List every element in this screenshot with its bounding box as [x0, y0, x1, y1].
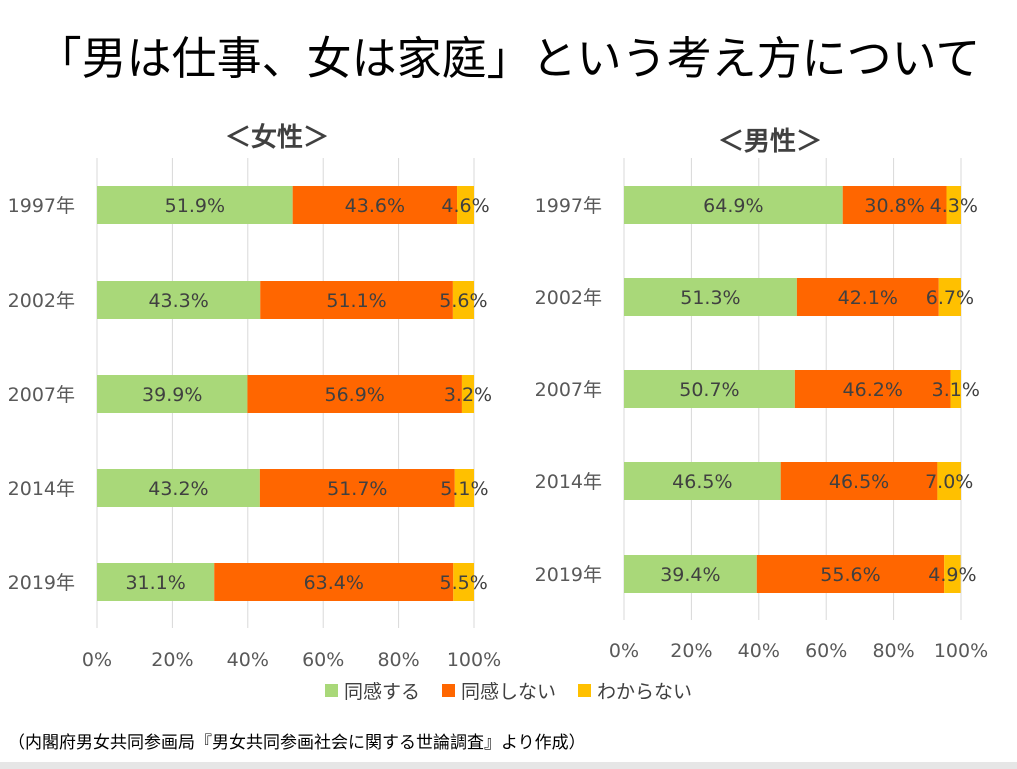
- bar-male-disagree-3: [780, 462, 938, 500]
- y-category-label-male-4: 2019年: [535, 564, 602, 586]
- data-label-female-disagree-4: 63.4%: [304, 572, 364, 594]
- page-title: 「男は仕事、女は家庭」という考え方について: [36, 32, 981, 85]
- bar-male-unknown-2: [950, 370, 961, 408]
- x-tick-label-male-1: 20%: [670, 640, 712, 662]
- legend-label-unknown: わからない: [597, 681, 693, 703]
- y-category-label-female-3: 2014年: [8, 478, 75, 500]
- y-category-label-female-0: 1997年: [8, 195, 75, 217]
- bar-female-disagree-3: [259, 469, 455, 507]
- data-label-female-agree-3: 43.2%: [148, 478, 208, 500]
- data-label-male-disagree-1: 42.1%: [838, 287, 898, 309]
- legend-swatch-unknown: [578, 684, 591, 697]
- x-tick-label-female-2: 40%: [227, 649, 269, 671]
- x-tick-label-female-4: 80%: [377, 649, 419, 671]
- x-tick-label-female-5: 100%: [447, 649, 501, 671]
- data-label-male-disagree-4: 55.6%: [820, 564, 880, 586]
- bar-male-agree-2: [624, 370, 795, 408]
- bar-female-disagree-0: [292, 186, 458, 224]
- data-label-male-unknown-0: 4.3%: [930, 195, 978, 217]
- y-category-label-male-3: 2014年: [535, 471, 602, 493]
- bottom-bar: [0, 762, 1017, 769]
- legend-item-unknown: わからない: [578, 677, 692, 704]
- data-label-female-unknown-0: 4.6%: [441, 195, 489, 217]
- bar-female-agree-1: [97, 281, 261, 319]
- x-tick-label-male-2: 40%: [738, 640, 780, 662]
- legend-swatch-disagree: [441, 684, 455, 697]
- data-label-male-agree-0: 64.9%: [703, 195, 763, 217]
- bar-female-agree-3: [97, 469, 260, 507]
- bar-female-agree-2: [97, 375, 248, 413]
- data-label-male-agree-2: 50.7%: [679, 379, 739, 401]
- y-category-label-female-1: 2002年: [8, 290, 75, 312]
- bar-male-disagree-0: [842, 186, 947, 224]
- data-label-female-agree-0: 51.9%: [165, 195, 225, 217]
- bar-male-unknown-0: [946, 186, 961, 224]
- legend: 同感する 同感しない わからない: [0, 677, 1017, 704]
- legend-label-disagree: 同感しない: [460, 681, 556, 703]
- data-label-female-disagree-3: 51.7%: [327, 478, 387, 500]
- data-label-female-unknown-3: 5.1%: [440, 478, 488, 500]
- data-label-female-disagree-2: 56.9%: [324, 384, 384, 406]
- bar-male-agree-3: [624, 462, 781, 500]
- data-label-male-unknown-2: 3.1%: [932, 379, 980, 401]
- data-label-male-unknown-4: 4.9%: [928, 564, 976, 586]
- data-label-male-disagree-2: 46.2%: [843, 379, 903, 401]
- y-category-label-female-2: 2007年: [8, 384, 75, 406]
- bar-female-unknown-4: [453, 563, 474, 601]
- x-tick-label-male-4: 80%: [872, 640, 914, 662]
- bar-male-disagree-4: [756, 555, 945, 593]
- data-label-female-unknown-1: 5.6%: [439, 290, 487, 312]
- data-label-male-disagree-3: 46.5%: [829, 471, 889, 493]
- bar-female-unknown-1: [452, 281, 474, 319]
- data-label-female-disagree-0: 43.6%: [345, 195, 405, 217]
- legend-label-agree: 同感する: [343, 681, 420, 703]
- x-tick-label-female-1: 20%: [151, 649, 193, 671]
- y-category-label-male-2: 2007年: [535, 379, 602, 401]
- x-tick-label-male-5: 100%: [934, 640, 988, 662]
- data-label-female-unknown-2: 3.2%: [444, 384, 492, 406]
- data-label-female-agree-4: 31.1%: [125, 572, 185, 594]
- chart-title-female: ＜女性＞: [225, 122, 329, 153]
- source-note: （内閣府男女共同参画局『男女共同参画社会に関する世論調査』より作成）: [8, 733, 586, 753]
- bar-female-unknown-2: [461, 375, 474, 413]
- bar-male-disagree-1: [796, 278, 939, 316]
- data-label-male-disagree-0: 30.8%: [864, 195, 924, 217]
- bar-female-unknown-3: [454, 469, 474, 507]
- bar-female-unknown-0: [457, 186, 474, 224]
- bar-male-unknown-4: [944, 555, 961, 593]
- bar-female-disagree-4: [214, 563, 454, 601]
- legend-item-disagree: 同感しない: [441, 677, 556, 704]
- data-label-female-unknown-4: 5.5%: [439, 572, 487, 594]
- data-label-male-unknown-3: 7.0%: [925, 471, 973, 493]
- y-category-label-male-1: 2002年: [535, 287, 602, 309]
- bar-male-agree-1: [624, 278, 797, 316]
- data-label-male-agree-1: 51.3%: [680, 287, 740, 309]
- bar-male-unknown-1: [938, 278, 961, 316]
- chart-title-male: ＜男性＞: [718, 127, 822, 157]
- bar-male-disagree-2: [794, 370, 951, 408]
- bar-female-disagree-1: [260, 281, 453, 319]
- data-label-female-disagree-1: 51.1%: [326, 290, 386, 312]
- legend-swatch-agree: [324, 684, 338, 697]
- data-label-female-agree-1: 43.3%: [148, 290, 208, 312]
- bar-female-disagree-2: [247, 375, 462, 413]
- legend-item-agree: 同感する: [324, 677, 420, 704]
- data-label-female-agree-2: 39.9%: [142, 384, 202, 406]
- data-label-male-agree-3: 46.5%: [672, 471, 732, 493]
- x-tick-label-female-3: 60%: [302, 649, 344, 671]
- bar-female-agree-0: [97, 186, 293, 224]
- x-tick-label-female-0: 0%: [82, 649, 112, 671]
- x-tick-label-male-3: 60%: [805, 640, 847, 662]
- bar-female-agree-4: [97, 563, 215, 601]
- x-tick-label-male-0: 0%: [609, 640, 639, 662]
- y-category-label-male-0: 1997年: [535, 195, 602, 217]
- data-label-male-agree-4: 39.4%: [660, 564, 720, 586]
- y-category-label-female-4: 2019年: [8, 572, 75, 594]
- bar-male-agree-4: [624, 555, 757, 593]
- bar-male-agree-0: [624, 186, 843, 224]
- data-label-male-unknown-1: 6.7%: [926, 287, 974, 309]
- bar-male-unknown-3: [937, 462, 961, 500]
